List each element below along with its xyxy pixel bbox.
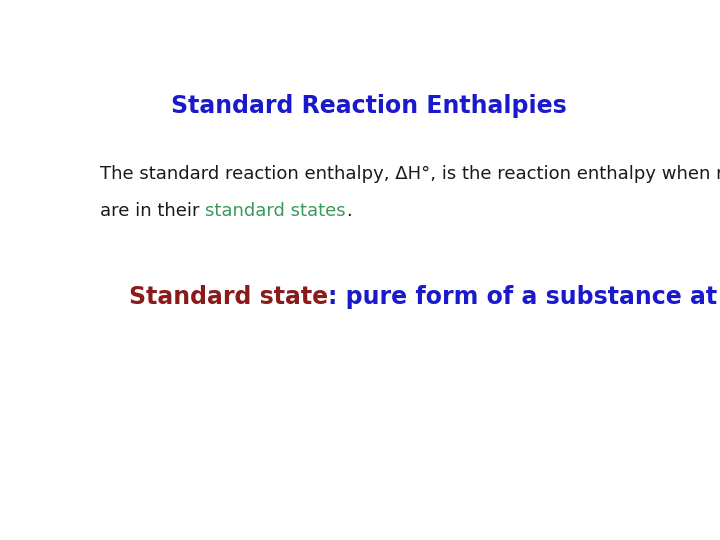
- Text: Standard state: Standard state: [129, 285, 328, 309]
- Text: Standard Reaction Enthalpies: Standard Reaction Enthalpies: [171, 94, 567, 118]
- Text: .: .: [346, 202, 351, 220]
- Text: standard states: standard states: [205, 202, 346, 220]
- Text: are in their: are in their: [100, 202, 205, 220]
- Text: : pure form of a substance at exactly 1 bar.: : pure form of a substance at exactly 1 …: [328, 285, 720, 309]
- Text: The standard reaction enthalpy, ΔH°, is the reaction enthalpy when reactants: The standard reaction enthalpy, ΔH°, is …: [100, 165, 720, 183]
